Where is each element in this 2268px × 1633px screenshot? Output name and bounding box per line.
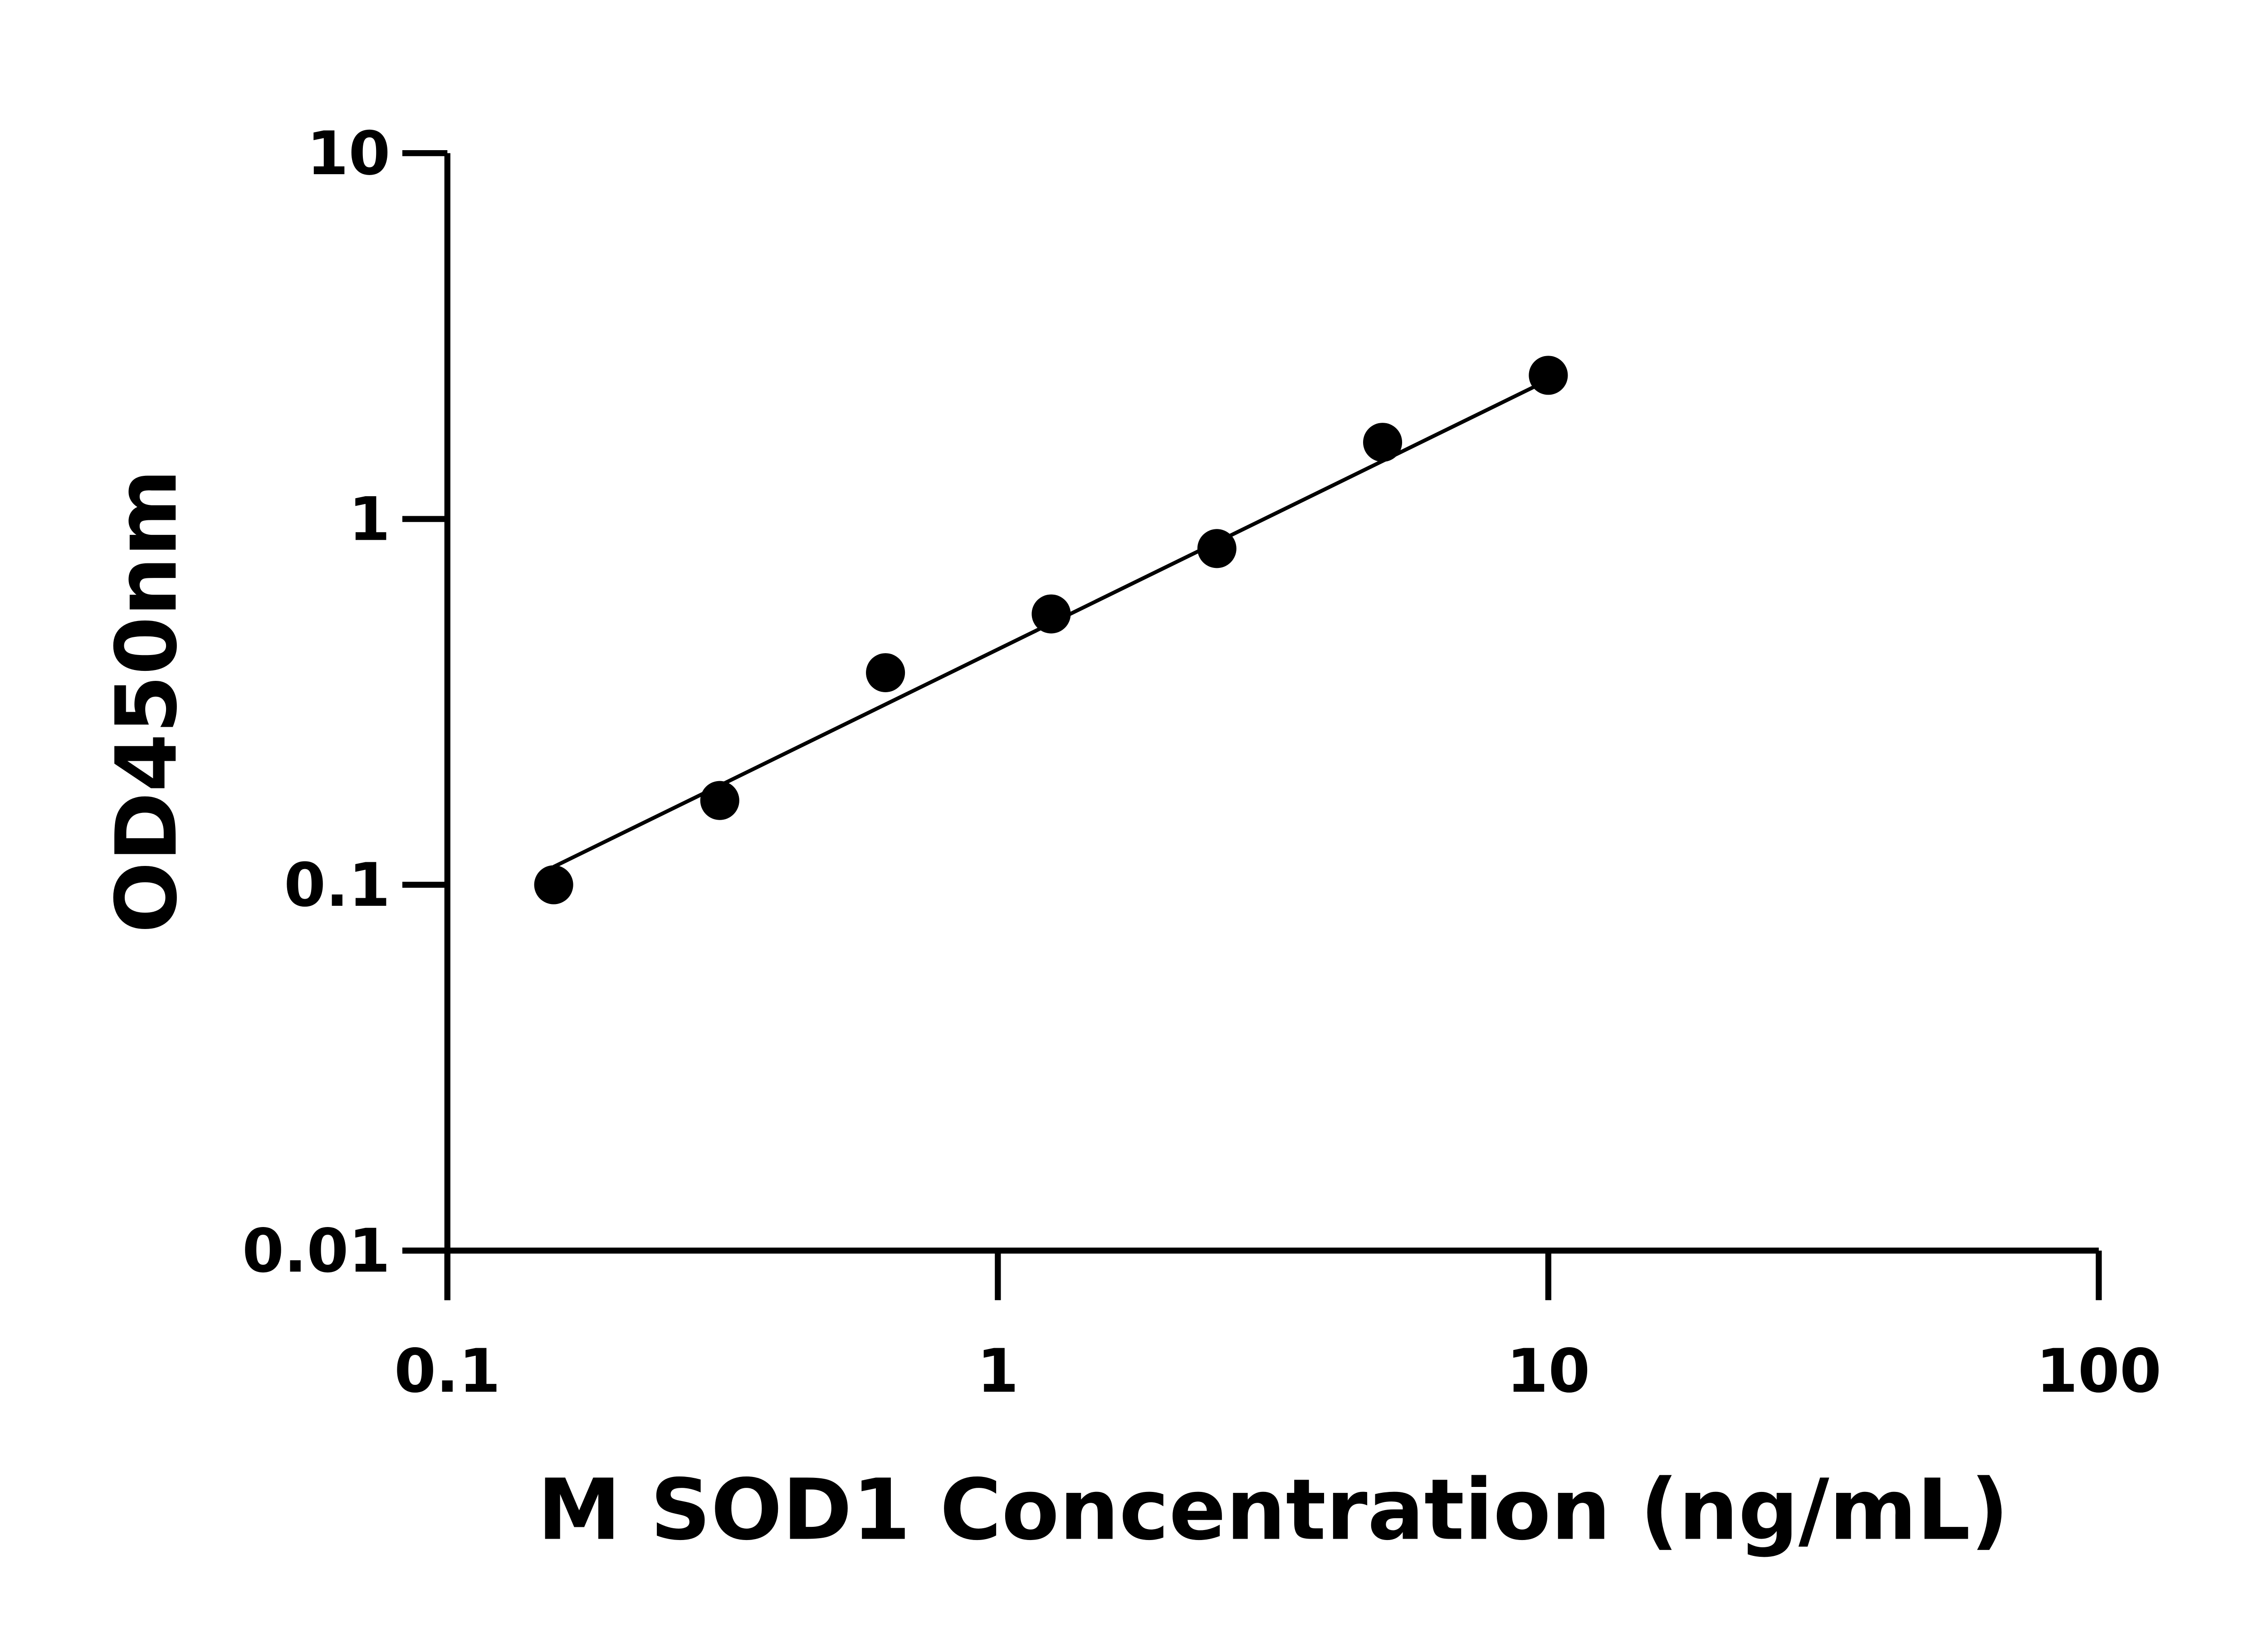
data-point [1031, 594, 1071, 634]
data-point [1363, 423, 1403, 462]
y-tick-label: 1 [348, 484, 390, 554]
x-tick-label: 0.1 [394, 1336, 501, 1406]
data-point [700, 781, 739, 820]
data-point [1197, 529, 1237, 568]
y-tick-label: 10 [307, 119, 390, 189]
x-tick-label: 100 [2036, 1336, 2161, 1406]
x-tick-label: 10 [1506, 1336, 1590, 1406]
y-axis-label: OD450nm [98, 469, 196, 933]
y-tick-label: 0.01 [242, 1216, 391, 1286]
data-points [534, 356, 1568, 905]
data-point [1529, 356, 1568, 395]
data-point [866, 653, 905, 692]
x-axis-label: M SOD1 Concentration (ng/mL) [538, 1461, 2009, 1559]
data-point [534, 865, 573, 905]
y-tick-label: 0.1 [284, 851, 391, 920]
x-tick-label: 1 [977, 1336, 1019, 1406]
